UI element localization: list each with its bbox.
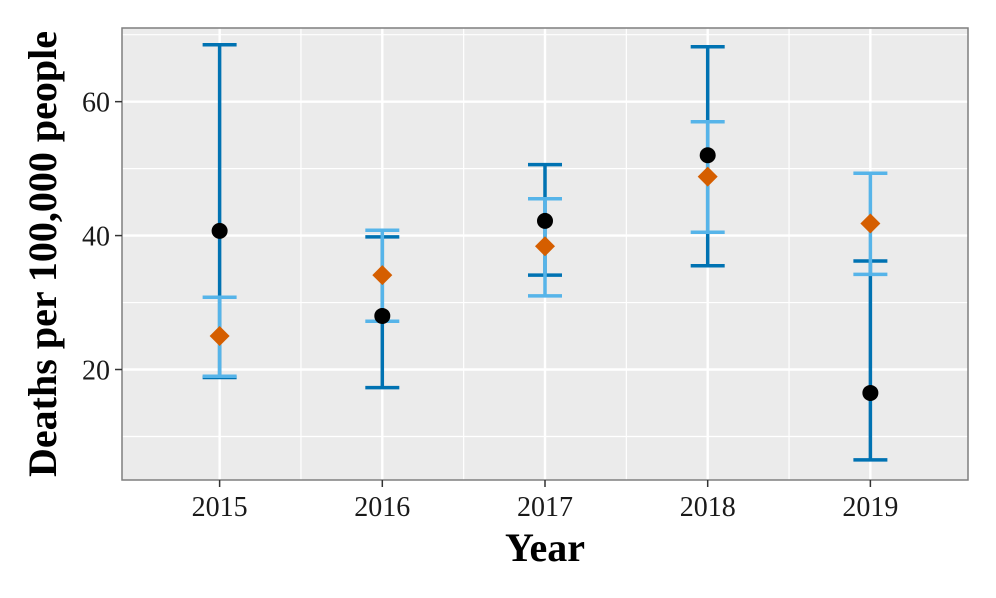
y-tick-label: 40 — [82, 222, 110, 253]
x-tick-label: 2019 — [842, 492, 898, 523]
errorbar-layer — [202, 42, 888, 462]
x-tick-label: 2016 — [354, 492, 410, 523]
data-point-circle — [374, 307, 391, 324]
x-tick-label: 2017 — [517, 492, 573, 523]
data-point-circle — [699, 147, 716, 164]
y-tick-label: 20 — [82, 356, 110, 387]
data-point-circle — [862, 384, 879, 401]
point-layer — [209, 147, 881, 401]
y-tick-label: 60 — [82, 88, 110, 119]
x-tick-label: 2018 — [680, 492, 736, 523]
data-point-diamond — [372, 265, 393, 286]
x-tick-label: 2015 — [192, 492, 248, 523]
data-point-diamond — [535, 236, 555, 257]
data-point-diamond — [209, 326, 230, 347]
x-axis-title: Year — [505, 525, 585, 570]
y-axis-title: Deaths per 100,000 people — [20, 31, 65, 477]
data-point-circle — [537, 212, 553, 229]
axis-layer: 20 40 60 2015 2016 2017 2018 2019 — [82, 88, 898, 523]
data-point-diamond — [697, 166, 718, 187]
data-point-diamond — [860, 213, 881, 234]
data-point-circle — [211, 222, 228, 239]
